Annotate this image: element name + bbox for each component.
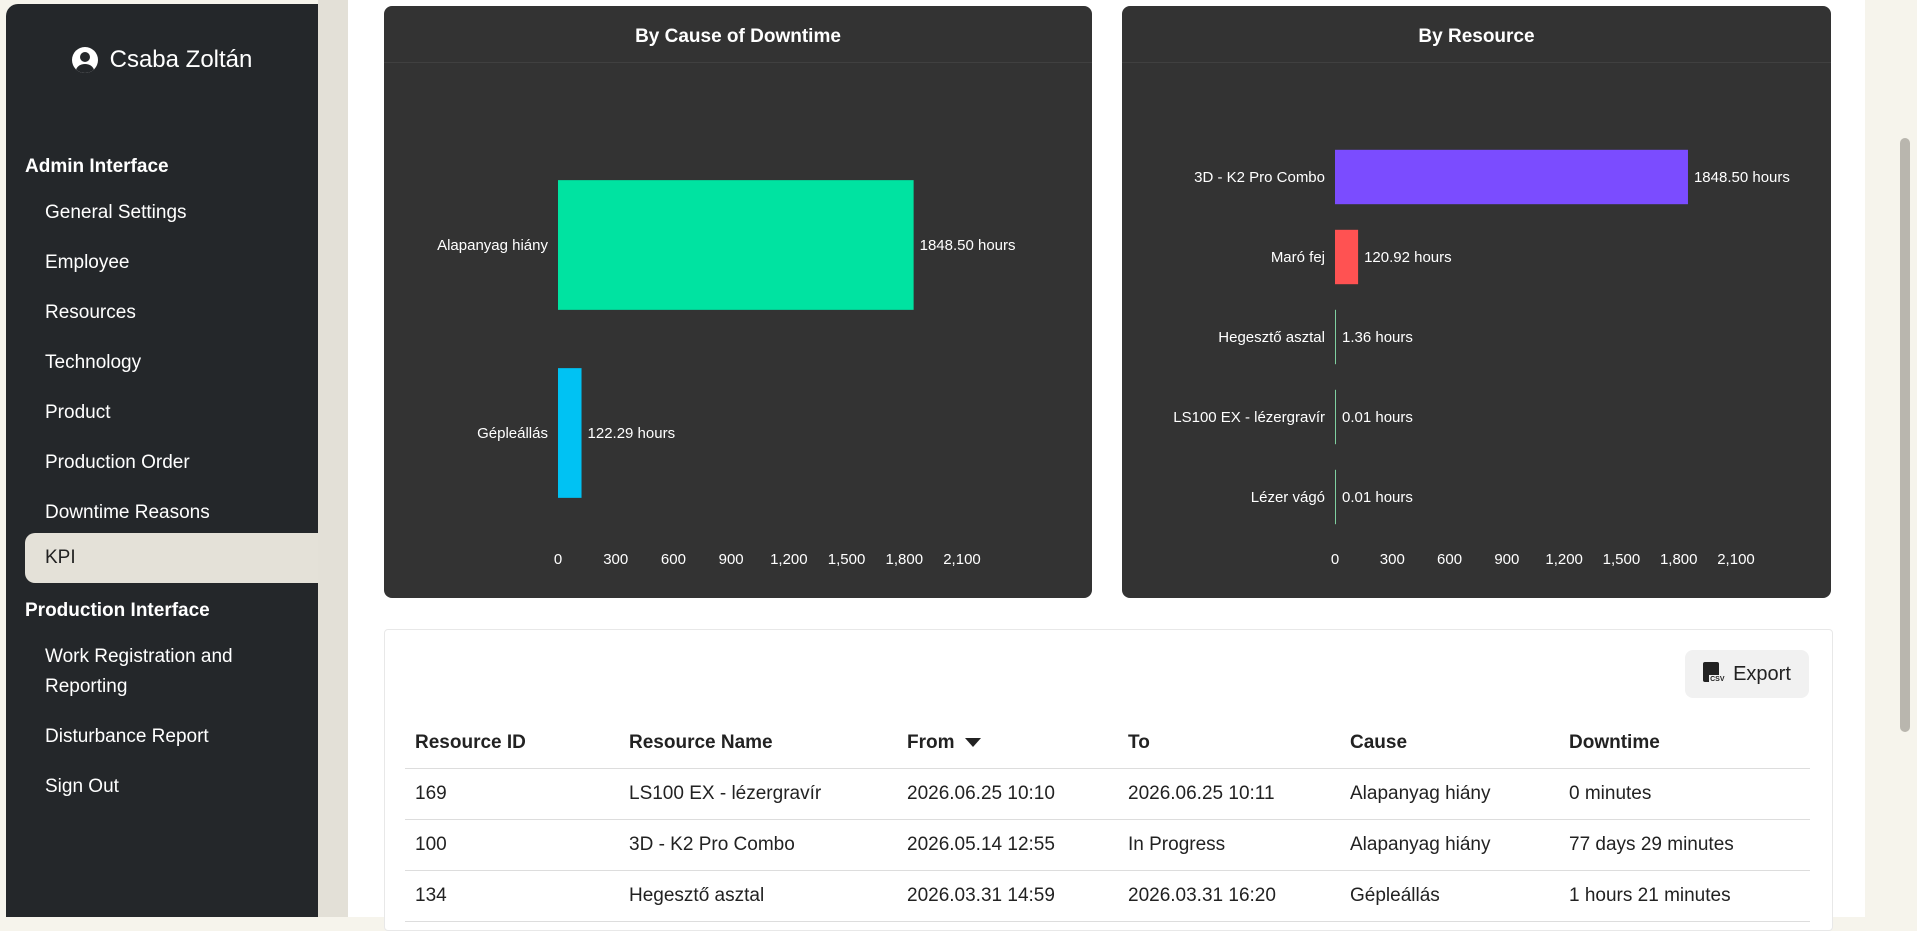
cell-from: 2026.06.25 10:10 bbox=[897, 768, 1118, 820]
sidebar-item-employee[interactable]: Employee bbox=[45, 252, 130, 273]
category-label: LS100 EX - lézergravír bbox=[1173, 409, 1325, 426]
x-tick-label: 900 bbox=[1494, 551, 1519, 568]
downtime-table: Resource ID Resource Name From To Cause … bbox=[405, 718, 1810, 922]
x-tick-label: 600 bbox=[1437, 551, 1462, 568]
cell-resource-id: 100 bbox=[405, 819, 619, 871]
x-tick-label: 1,200 bbox=[1545, 551, 1583, 568]
sidebar-item-resources[interactable]: Resources bbox=[45, 302, 136, 323]
x-tick-label: 0 bbox=[1331, 551, 1339, 568]
sidebar-item-kpi[interactable]: KPI bbox=[25, 533, 318, 583]
column-header-resource-name[interactable]: Resource Name bbox=[619, 718, 897, 769]
cell-to: 2026.06.25 10:11 bbox=[1118, 768, 1340, 820]
cell-from: 2026.05.14 12:55 bbox=[897, 819, 1118, 871]
value-label: 122.29 hours bbox=[588, 425, 676, 442]
column-header-from-label: From bbox=[907, 732, 955, 753]
column-header-to[interactable]: To bbox=[1118, 718, 1340, 769]
column-header-from[interactable]: From bbox=[897, 718, 1118, 769]
x-tick-label: 300 bbox=[1380, 551, 1405, 568]
export-label: Export bbox=[1733, 662, 1791, 685]
value-label: 1848.50 hours bbox=[1694, 169, 1790, 186]
sidebar-item-disturbance-report[interactable]: Disturbance Report bbox=[45, 726, 209, 747]
category-label: Alapanyag hiány bbox=[437, 237, 548, 254]
value-label: 120.92 hours bbox=[1364, 249, 1452, 266]
sidebar-item-general-settings[interactable]: General Settings bbox=[45, 202, 187, 223]
category-label: Maró fej bbox=[1271, 249, 1325, 266]
chart-plot: Alapanyag hiány 1848.50 hours Gépleállás 12… bbox=[437, 180, 1016, 568]
value-label: 0.01 hours bbox=[1342, 489, 1413, 506]
column-header-cause[interactable]: Cause bbox=[1340, 718, 1559, 769]
column-header-resource-id[interactable]: Resource ID bbox=[405, 718, 619, 769]
table-row[interactable]: 169 LS100 EX - lézergravír 2026.06.25 10… bbox=[405, 768, 1810, 820]
cell-downtime: 1 hours 21 minutes bbox=[1559, 870, 1810, 922]
column-header-downtime[interactable]: Downtime bbox=[1559, 718, 1810, 769]
chart-by-cause: By Cause of Downtime Alapanyag hiány 1848… bbox=[384, 6, 1092, 598]
production-section-title: Production Interface bbox=[25, 600, 210, 621]
sidebar-gutter bbox=[318, 0, 348, 917]
sidebar-item-work-registration[interactable]: Work Registration and Reporting bbox=[45, 646, 233, 697]
value-label: 1.36 hours bbox=[1342, 329, 1413, 346]
bar-4[interactable] bbox=[1335, 469, 1336, 525]
cell-to: 2026.03.31 16:20 bbox=[1118, 870, 1340, 922]
scrollbar-thumb[interactable] bbox=[1900, 138, 1910, 732]
x-tick-label: 1,500 bbox=[828, 551, 866, 568]
chart-divider bbox=[384, 62, 1092, 63]
bar-0[interactable] bbox=[558, 180, 914, 310]
sort-descending-icon[interactable] bbox=[964, 738, 981, 748]
cell-cause: Alapanyag hiány bbox=[1340, 819, 1559, 871]
x-tick-label: 1,200 bbox=[770, 551, 808, 568]
sidebar: Csaba Zoltán Admin Interface General Set… bbox=[6, 4, 318, 917]
sidebar-item-product[interactable]: Product bbox=[45, 402, 111, 423]
chart-title: By Resource bbox=[1418, 26, 1535, 47]
admin-section-title: Admin Interface bbox=[25, 156, 169, 177]
cell-cause: Alapanyag hiány bbox=[1340, 768, 1559, 820]
table-row[interactable]: 134 Hegesztő asztal 2026.03.31 14:59 202… bbox=[405, 870, 1810, 922]
bar-1[interactable] bbox=[1335, 229, 1359, 285]
cell-to: In Progress bbox=[1118, 819, 1340, 871]
chart-plot: 3D - K2 Pro Combo 1848.50 hours Maró fej 12… bbox=[1173, 149, 1790, 568]
user-name: Csaba Zoltán bbox=[109, 46, 253, 73]
bar-0[interactable] bbox=[1335, 149, 1688, 205]
value-label: 0.01 hours bbox=[1342, 409, 1413, 426]
x-tick-label: 2,100 bbox=[1717, 551, 1755, 568]
cell-resource-name: LS100 EX - lézergravír bbox=[619, 768, 897, 820]
table-row[interactable]: 100 3D - K2 Pro Combo 2026.05.14 12:55 I… bbox=[405, 819, 1810, 871]
sidebar-item-sign-out[interactable]: Sign Out bbox=[45, 776, 119, 797]
x-tick-label: 2,100 bbox=[943, 551, 981, 568]
x-tick-label: 1,800 bbox=[886, 551, 924, 568]
cell-resource-id: 169 bbox=[405, 768, 619, 820]
x-tick-label: 300 bbox=[603, 551, 628, 568]
cell-resource-id: 134 bbox=[405, 870, 619, 922]
cell-cause: Gépleállás bbox=[1340, 870, 1559, 922]
cell-downtime: 0 minutes bbox=[1559, 768, 1810, 820]
table-header-row: Resource ID Resource Name From To Cause … bbox=[405, 718, 1810, 769]
sidebar-item-technology[interactable]: Technology bbox=[45, 352, 142, 373]
bar-2[interactable] bbox=[1335, 309, 1336, 365]
cell-downtime: 77 days 29 minutes bbox=[1559, 819, 1810, 871]
x-tick-label: 1,800 bbox=[1660, 551, 1698, 568]
bar-1[interactable] bbox=[558, 368, 582, 498]
chart-by-resource: By Resource 3D - K2 Pro Combo 1848.50 hou… bbox=[1122, 6, 1831, 598]
x-tick-label: 1,500 bbox=[1603, 551, 1641, 568]
x-tick-label: 0 bbox=[554, 551, 562, 568]
user-profile: Csaba Zoltán bbox=[6, 46, 318, 74]
csv-file-icon: CSV bbox=[1703, 662, 1726, 686]
category-label: Gépleállás bbox=[477, 425, 548, 442]
chart-title: By Cause of Downtime bbox=[635, 26, 841, 47]
category-label: 3D - K2 Pro Combo bbox=[1194, 169, 1325, 186]
chart-divider bbox=[1122, 62, 1831, 63]
category-label: Hegesztő asztal bbox=[1218, 329, 1325, 346]
x-tick-label: 600 bbox=[661, 551, 686, 568]
sidebar-item-downtime-reasons[interactable]: Downtime Reasons bbox=[45, 502, 210, 523]
user-circle-icon bbox=[71, 47, 98, 73]
value-label: 1848.50 hours bbox=[920, 237, 1016, 254]
category-label: Lézer vágó bbox=[1251, 489, 1325, 506]
export-button[interactable]: CSV Export bbox=[1685, 650, 1809, 698]
x-tick-label: 900 bbox=[719, 551, 744, 568]
bar-3[interactable] bbox=[1335, 389, 1336, 445]
cell-resource-name: 3D - K2 Pro Combo bbox=[619, 819, 897, 871]
cell-resource-name: Hegesztő asztal bbox=[619, 870, 897, 922]
sidebar-item-production-order[interactable]: Production Order bbox=[45, 452, 190, 473]
cell-from: 2026.03.31 14:59 bbox=[897, 870, 1118, 922]
